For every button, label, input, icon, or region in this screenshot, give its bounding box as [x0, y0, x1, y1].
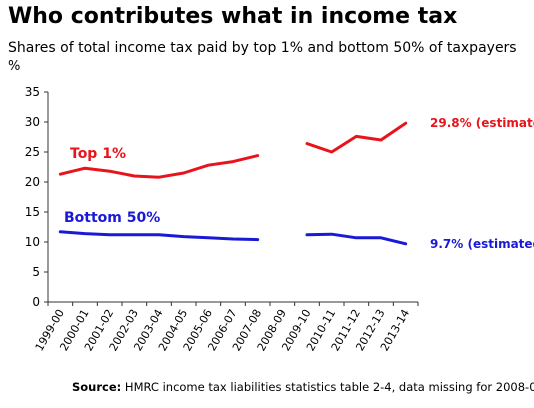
y-tick-label: 0 — [32, 295, 40, 309]
y-tick-label: 10 — [25, 235, 40, 249]
series-end-label: 29.8% (estimated) — [430, 116, 534, 130]
series-line-top-1 — [305, 121, 408, 154]
y-tick-label: 35 — [25, 85, 40, 99]
y-tick-label: 15 — [25, 205, 40, 219]
series-line-bottom-50 — [305, 232, 408, 246]
series-name-label: Top 1% — [70, 146, 126, 162]
y-tick-label: 25 — [25, 145, 40, 159]
y-tick-label: 20 — [25, 175, 40, 189]
chart-title: Who contributes what in income tax — [8, 4, 458, 29]
chart-subtitle: Shares of total income tax paid by top 1… — [8, 40, 517, 56]
y-tick-label: 5 — [32, 265, 40, 279]
series-name-label: Bottom 50% — [64, 210, 160, 226]
y-tick-label: 30 — [25, 115, 40, 129]
source-label: Source: — [72, 380, 122, 394]
source-text: HMRC income tax liabilities statistics t… — [121, 380, 534, 394]
series-line-bottom-50 — [58, 230, 260, 242]
series-line-top-1 — [58, 154, 260, 179]
series-end-label: 9.7% (estimated) — [430, 237, 534, 251]
y-axis-unit: % — [8, 59, 21, 74]
source-note: Source: HMRC income tax liabilities stat… — [72, 380, 534, 394]
